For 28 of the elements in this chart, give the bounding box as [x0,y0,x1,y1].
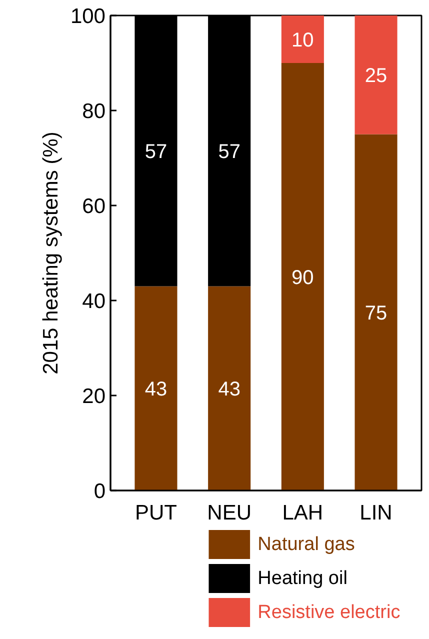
y-axis-title: 2015 heating systems (%) [39,132,62,374]
data-label: 57 [144,140,168,163]
bar [281,63,324,490]
bar [354,134,398,490]
y-tick-label: 60 [82,195,106,218]
data-label: 75 [364,302,388,324]
legend-label: Natural gas [258,534,355,555]
x-tick-label: LAH [282,502,324,524]
data-label: 57 [218,140,240,163]
legend-label: Resistive electric [258,602,400,623]
bar [354,16,398,134]
y-tick-label: 100 [70,5,106,28]
data-label: 10 [292,29,314,52]
y-tick-label: 20 [82,385,106,408]
data-label: 25 [364,64,388,87]
legend-label: Heating oil [258,568,348,589]
bar [281,16,324,63]
data-label: 90 [292,266,314,289]
data-label: 43 [144,378,168,400]
y-tick-label: 40 [82,290,106,313]
y-tick-label: 0 [94,480,106,503]
data-label: 43 [218,378,240,400]
bar [134,286,178,490]
x-tick-label: PUT [134,502,178,524]
x-tick-label: NEU [207,502,252,524]
x-tick-label: LIN [360,502,392,524]
y-tick-label: 80 [82,100,106,123]
bar [208,286,251,490]
